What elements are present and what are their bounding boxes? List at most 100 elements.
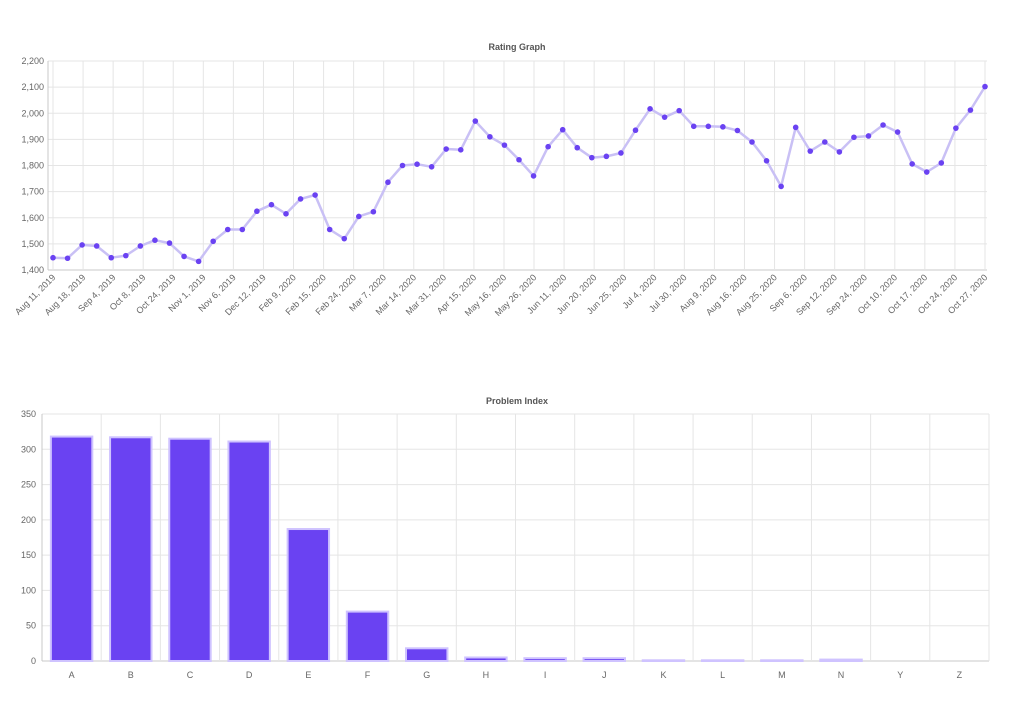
rating-point[interactable] <box>268 201 275 208</box>
rating-point[interactable] <box>239 226 246 233</box>
bar[interactable] <box>464 656 508 663</box>
rating-point[interactable] <box>632 127 639 134</box>
rating-point[interactable] <box>254 208 260 215</box>
chart-title: Rating Graph <box>488 42 545 52</box>
y-tick-label: 150 <box>21 550 36 560</box>
rating-point[interactable] <box>93 243 100 249</box>
x-tick-label: C <box>187 670 194 680</box>
bar[interactable] <box>582 657 626 663</box>
rating-point[interactable] <box>297 196 304 202</box>
x-tick-label: Y <box>897 670 903 680</box>
rating-graph-chart: Rating Graph 1,400 1,500 1,600 1,700 1,800 1,… <box>0 0 1024 345</box>
bar[interactable] <box>819 658 863 662</box>
rating-point[interactable] <box>457 147 464 153</box>
rating-point[interactable] <box>181 253 187 260</box>
rating-point[interactable] <box>472 118 479 124</box>
rating-point[interactable] <box>64 255 71 262</box>
rating-point[interactable] <box>618 150 624 156</box>
rating-point[interactable] <box>312 192 318 198</box>
y-tick-label: 200 <box>21 515 36 525</box>
bar[interactable] <box>49 435 94 662</box>
rating-point[interactable] <box>589 154 595 161</box>
bar[interactable] <box>345 610 390 663</box>
rating-point[interactable] <box>574 144 581 151</box>
rating-point[interactable] <box>399 162 406 169</box>
bar[interactable] <box>760 659 804 662</box>
rating-point[interactable] <box>428 164 435 170</box>
rating-point[interactable] <box>734 127 741 134</box>
bar[interactable] <box>700 659 745 662</box>
rating-point[interactable] <box>749 139 755 145</box>
rating-point[interactable] <box>443 146 449 152</box>
rating-point[interactable] <box>836 149 843 155</box>
rating-point[interactable] <box>865 133 872 139</box>
y-tick-label: 2,100 <box>21 82 44 92</box>
rating-point[interactable] <box>720 124 726 130</box>
rating-point[interactable] <box>894 129 901 135</box>
rating-point[interactable] <box>283 211 289 217</box>
rating-point[interactable] <box>982 83 988 90</box>
rating-point[interactable] <box>487 133 493 140</box>
y-tick-label: 1,900 <box>21 134 44 144</box>
rating-point[interactable] <box>152 237 158 244</box>
bar[interactable] <box>405 647 449 663</box>
rating-graph-svg: Rating Graph 1,400 1,500 1,600 1,700 1,800 1,… <box>13 42 989 318</box>
bar[interactable] <box>109 436 153 662</box>
rating-point[interactable] <box>705 123 712 130</box>
rating-point[interactable] <box>778 183 784 190</box>
rating-point[interactable] <box>647 106 653 112</box>
bar[interactable] <box>523 657 567 663</box>
rating-point[interactable] <box>414 161 420 167</box>
rating-point[interactable] <box>224 226 231 233</box>
rating-point[interactable] <box>763 157 770 164</box>
y-tick-label: 1,400 <box>21 265 44 275</box>
rating-point[interactable] <box>938 160 945 166</box>
x-tick-label: F <box>365 670 371 680</box>
rating-point[interactable] <box>356 213 362 220</box>
rating-point[interactable] <box>909 161 915 167</box>
rating-point[interactable] <box>385 179 391 186</box>
rating-point[interactable] <box>530 173 537 179</box>
rating-point[interactable] <box>501 142 508 148</box>
rating-point[interactable] <box>792 124 799 131</box>
rating-point[interactable] <box>676 107 682 114</box>
rating-point[interactable] <box>822 139 828 145</box>
x-tick-label: J <box>602 670 607 680</box>
bar[interactable] <box>168 437 212 663</box>
bar[interactable] <box>641 659 686 662</box>
y-tick-label: 350 <box>21 409 36 419</box>
rating-point[interactable] <box>79 242 85 248</box>
rating-point[interactable] <box>370 208 377 215</box>
y-tick-label: 1,700 <box>21 187 44 197</box>
y-tick-label: 0 <box>31 656 36 666</box>
rating-point[interactable] <box>50 254 56 261</box>
rating-point[interactable] <box>690 123 697 130</box>
x-tick-label: K <box>660 670 666 680</box>
rating-point[interactable] <box>516 156 522 163</box>
rating-point[interactable] <box>545 143 551 150</box>
rating-point[interactable] <box>326 226 333 233</box>
rating-point[interactable] <box>108 254 115 261</box>
rating-point[interactable] <box>807 148 814 154</box>
rating-point[interactable] <box>559 126 566 133</box>
y-tick-label: 50 <box>26 621 36 631</box>
rating-point[interactable] <box>953 125 959 131</box>
bar[interactable] <box>286 528 331 662</box>
rating-point[interactable] <box>880 122 886 128</box>
rating-point[interactable] <box>195 258 202 265</box>
rating-point[interactable] <box>603 153 610 160</box>
rating-point[interactable] <box>210 238 216 245</box>
rating-point[interactable] <box>341 235 348 242</box>
rating-point[interactable] <box>661 114 668 120</box>
y-tick-label: 1,800 <box>21 161 44 171</box>
rating-point[interactable] <box>123 252 129 259</box>
bar[interactable] <box>227 440 271 662</box>
rating-point[interactable] <box>967 107 974 113</box>
rating-point[interactable] <box>137 243 144 249</box>
rating-point[interactable] <box>166 240 173 246</box>
x-tick-label: Z <box>957 670 963 680</box>
y-tick-label: 1,600 <box>21 213 44 223</box>
rating-point[interactable] <box>851 134 857 141</box>
x-tick-label: L <box>720 670 725 680</box>
rating-point[interactable] <box>923 169 930 175</box>
